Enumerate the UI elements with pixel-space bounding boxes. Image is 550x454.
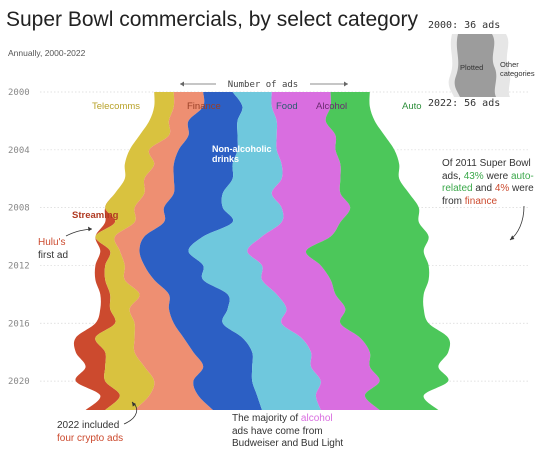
- hulu-annotation-rest: first ad: [38, 249, 69, 261]
- crypto-annotation-line1: 2022 included: [57, 420, 120, 431]
- series-label-nonalc: Non-alcoholic drinks: [212, 144, 272, 164]
- series-label-streaming: Streaming: [72, 210, 119, 221]
- axis-arrowhead-left: [180, 81, 184, 87]
- auto-annotation-p4: and: [472, 183, 495, 194]
- auto-annotation-p3: were: [483, 170, 511, 182]
- auto-annotation-p1: Of 2011 Super Bowl: [442, 158, 531, 169]
- axis-arrowhead-right: [344, 81, 348, 87]
- chart-title: Super Bowl commercials, by select catego…: [6, 8, 418, 31]
- alcohol-annotation: The majority of alcohol ads have come fr…: [232, 413, 343, 451]
- year-tick-label: 2004: [8, 146, 30, 156]
- alcohol-annotation-line3: Budweiser and Bud Light: [232, 438, 344, 449]
- year-tick-label: 2020: [8, 377, 30, 387]
- auto-annotation-p6: from: [442, 195, 465, 207]
- auto-annotation-word2: related: [442, 183, 473, 194]
- crypto-annotation: 2022 included four crypto ads: [57, 420, 123, 445]
- x-axis-label: Number of ads: [228, 80, 298, 90]
- legend-plotted-shape: [454, 34, 497, 97]
- legend-plotted-label: Plotted: [460, 63, 484, 72]
- legend-2000-count: 2000: 36 ads: [428, 20, 501, 31]
- finance-annotation-word: finance: [464, 195, 498, 207]
- stream-band-streaming: [73, 92, 155, 410]
- year-tick-label: 2016: [8, 319, 30, 329]
- series-label-nonalc-line1: Non-alcoholic: [212, 144, 272, 154]
- series-label-finance: Finance: [187, 101, 221, 112]
- stream-band-telecomms: [95, 92, 175, 410]
- stream-band-food: [188, 92, 321, 410]
- stream-band-nonalc: [139, 92, 262, 410]
- finance-annotation-pct: 4%: [494, 183, 510, 194]
- series-label-food: Food: [276, 101, 298, 112]
- auto-annotation-p5: were: [509, 183, 534, 194]
- legend-2022-count: 2022: 56 ads: [428, 98, 501, 109]
- hulu-arrowhead: [88, 226, 92, 232]
- auto-annotation-p2: ads,: [442, 170, 464, 182]
- auto-annotation: Of 2011 Super Bowl ads, 43% were auto- r…: [442, 158, 546, 208]
- series-label-alcohol: Alcohol: [316, 101, 347, 112]
- series-label-auto: Auto: [402, 101, 422, 112]
- hulu-annotation-brand: Hulu's: [38, 237, 66, 248]
- alcohol-annotation-line2: ads have come from: [232, 425, 323, 437]
- year-tick-label: 2000: [8, 88, 30, 98]
- series-label-nonalc-line2: drinks: [212, 154, 239, 164]
- hulu-arrow: [65, 228, 93, 237]
- auto-annotation-word1: auto-: [510, 170, 534, 182]
- auto-arrowhead: [510, 235, 515, 240]
- alcohol-annotation-word: alcohol: [300, 413, 333, 424]
- series-label-telecomms: Telecomms: [92, 101, 140, 112]
- crypto-annotation-line2: four crypto ads: [57, 432, 124, 444]
- stream-band-auto: [305, 92, 451, 410]
- auto-arrow: [509, 205, 525, 241]
- stream-band-alcohol: [247, 92, 380, 410]
- legend-other-label: Other categories: [500, 60, 535, 78]
- hulu-annotation: Hulu's first ad: [38, 237, 68, 262]
- alcohol-annotation-pre: The majority of: [232, 413, 301, 424]
- year-tick-label: 2012: [8, 261, 30, 271]
- auto-annotation-pct: 43%: [463, 170, 484, 182]
- chart-subtitle: Annually, 2000-2022: [8, 48, 86, 58]
- year-tick-label: 2008: [8, 204, 30, 214]
- crypto-arrowhead: [132, 402, 136, 407]
- stream-band-finance: [114, 92, 213, 410]
